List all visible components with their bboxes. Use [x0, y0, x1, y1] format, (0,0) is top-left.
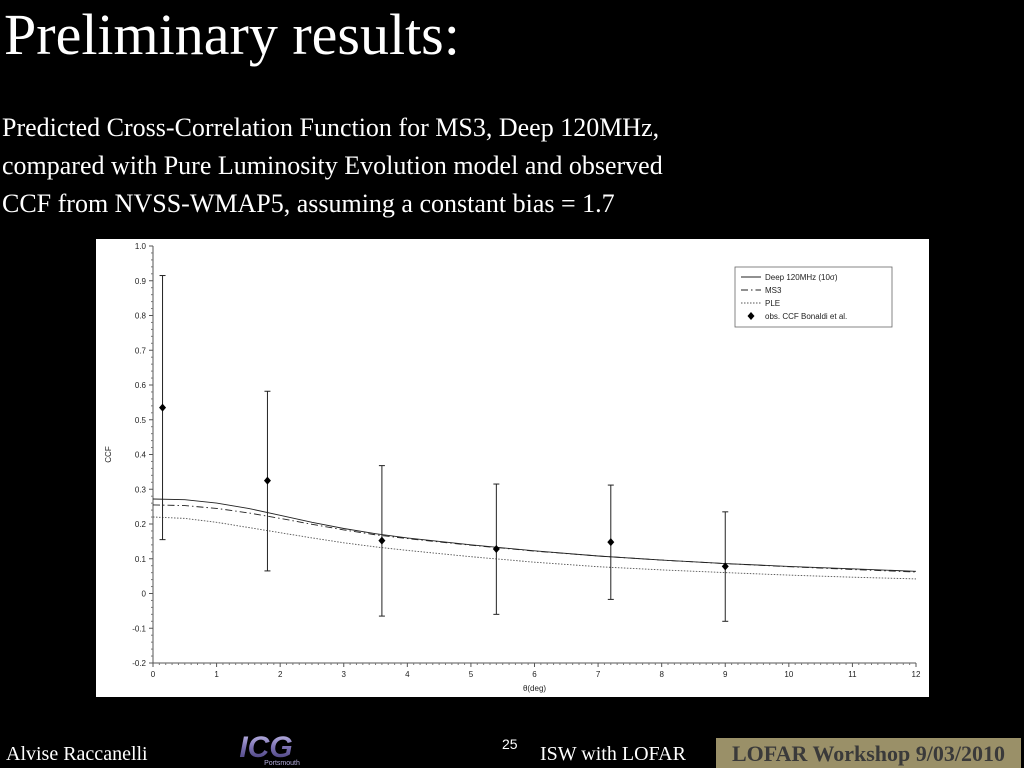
- legend-label: Deep 120MHz (10σ): [765, 273, 838, 282]
- x-tick-label: 7: [596, 670, 601, 679]
- series-line: [152, 516, 917, 580]
- x-tick-label: 5: [469, 670, 474, 679]
- subtitle-line: compared with Pure Luminosity Evolution …: [2, 151, 663, 180]
- y-tick-label: 1.0: [135, 242, 147, 251]
- y-tick-label: 0.3: [135, 485, 147, 494]
- subtitle-line: Predicted Cross-Correlation Function for…: [2, 113, 660, 142]
- data-point: [159, 403, 167, 412]
- y-tick-label: 0.6: [135, 381, 147, 390]
- y-tick-label: -0.1: [132, 624, 146, 633]
- y-axis-label: CCF: [104, 446, 113, 463]
- y-tick-label: 0.7: [135, 346, 147, 355]
- x-tick-label: 8: [659, 670, 664, 679]
- data-point: [721, 562, 729, 571]
- data-point: [378, 536, 386, 545]
- legend-marker: [747, 312, 755, 320]
- x-tick-label: 10: [784, 670, 793, 679]
- slide-subtitle: Predicted Cross-Correlation Function for…: [2, 109, 902, 223]
- subtitle-line: CCF from NVSS-WMAP5, assuming a constant…: [2, 189, 615, 218]
- chart-svg: -0.2 -0.1 0 0.1 0.2 0.3 0.4 0.5 0.6 0.7 0.8 0.9 1.0 0…: [104, 242, 921, 693]
- logo-subtext: Portsmouth: [264, 760, 300, 767]
- y-tick-label: 0.4: [135, 451, 147, 460]
- x-tick-label: 11: [848, 670, 857, 679]
- x-tick-label: 1: [214, 670, 219, 679]
- legend-label: MS3: [765, 286, 782, 295]
- y-tick-label: 0.5: [135, 416, 147, 425]
- x-tick-label: 9: [723, 670, 728, 679]
- x-tick-label: 0: [151, 670, 156, 679]
- data-point: [263, 476, 271, 485]
- data-point: [607, 538, 615, 547]
- y-tick-label: 0.1: [135, 555, 147, 564]
- footer-center-text: ISW with LOFAR: [540, 743, 686, 765]
- workshop-banner: LOFAR Workshop 9/03/2010: [716, 738, 1021, 768]
- y-tick-label: 0.2: [135, 520, 147, 529]
- footer-author: Alvise Raccanelli: [6, 743, 148, 765]
- legend-label: PLE: [765, 299, 780, 308]
- logo-text: ICG: [239, 733, 292, 764]
- data-point: [492, 545, 500, 554]
- legend-box: [734, 266, 893, 328]
- x-axis-label: θ(deg): [523, 684, 546, 693]
- x-tick-label: 3: [342, 670, 347, 679]
- x-tick-label: 4: [405, 670, 410, 679]
- legend-label: obs. CCF Bonaldi et al.: [765, 312, 847, 321]
- x-tick-label: 12: [912, 670, 921, 679]
- y-tick-label: 0.9: [135, 277, 147, 286]
- x-tick-label: 6: [532, 670, 537, 679]
- y-tick-label: 0: [142, 590, 147, 599]
- page-number: 25: [502, 736, 518, 752]
- slide-title: Preliminary results:: [4, 2, 460, 67]
- x-tick-label: 2: [278, 670, 283, 679]
- icg-logo: ICG Portsmouth: [239, 733, 300, 767]
- series-line: [152, 504, 917, 573]
- y-tick-label: 0.8: [135, 312, 147, 321]
- ccf-chart: -0.2 -0.1 0 0.1 0.2 0.3 0.4 0.5 0.6 0.7 0.8 0.9 1.0 0…: [96, 239, 929, 697]
- y-tick-label: -0.2: [132, 659, 146, 668]
